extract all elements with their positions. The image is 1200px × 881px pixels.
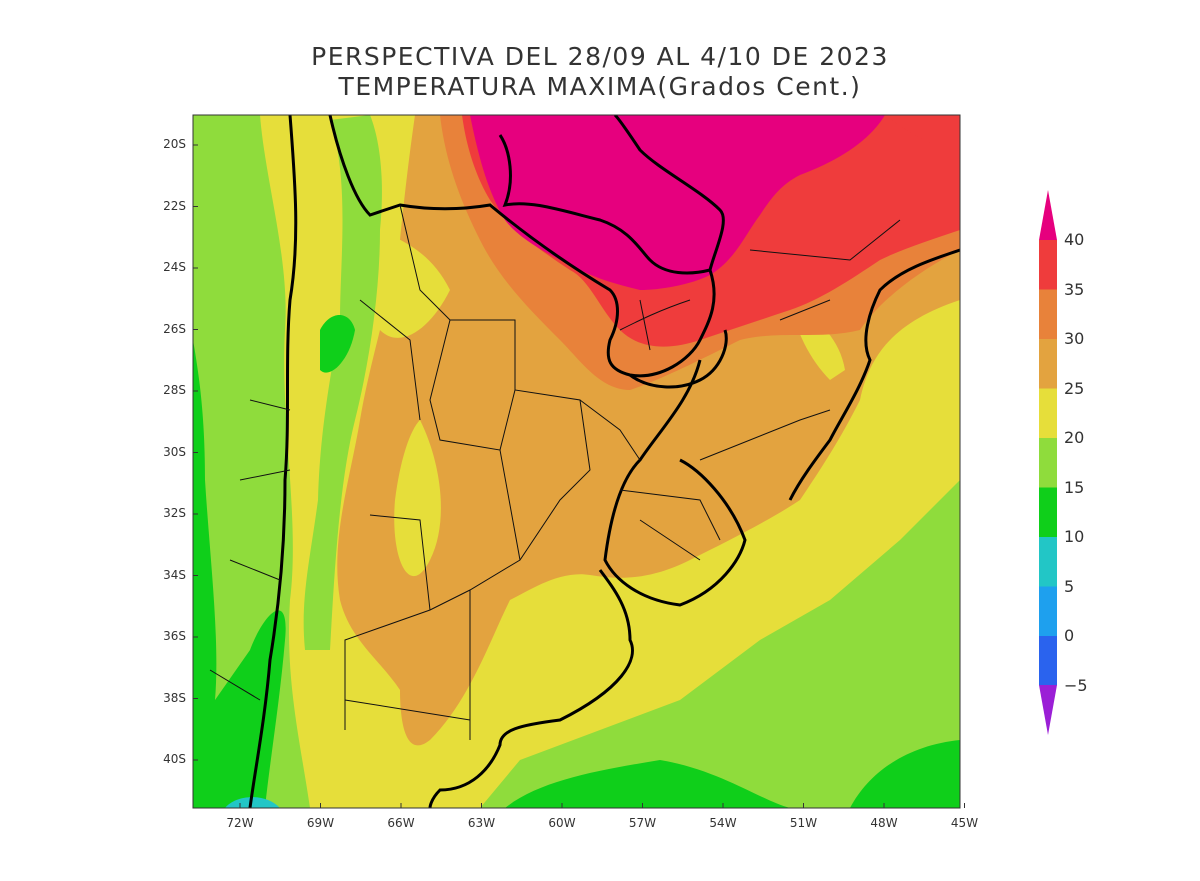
band-20-25-north xyxy=(380,230,450,338)
lon-tick-label: 57W xyxy=(628,816,657,830)
argentina-coast xyxy=(428,569,634,808)
band-10-15-andes xyxy=(320,315,355,373)
lon-tick-label: 66W xyxy=(387,816,415,830)
band-15-20-andes xyxy=(303,115,382,650)
lon-tick-label: 51W xyxy=(789,816,818,830)
colorbar-box xyxy=(1039,339,1057,389)
lat-tick-label: 36S xyxy=(163,629,186,643)
colorbar-label: 35 xyxy=(1064,279,1085,299)
lat-tick-label: 30S xyxy=(163,444,186,459)
band-10-15-pacific xyxy=(193,340,286,808)
lon-tick-label: 60W xyxy=(548,816,576,830)
band-5-10 xyxy=(225,797,280,808)
colorbar-box xyxy=(1039,537,1057,587)
lat-tick-label: 40S xyxy=(163,752,186,766)
chile-argentina-border xyxy=(248,115,298,808)
temperature-field xyxy=(193,115,960,808)
brazil-coast xyxy=(788,248,960,501)
band-15-20-atlantic xyxy=(480,480,960,808)
lat-tick-label: 34S xyxy=(163,567,186,582)
lon-tick-label: 45W xyxy=(950,816,979,830)
band-20-25-central xyxy=(394,420,441,577)
province-borders xyxy=(209,204,901,740)
map-border xyxy=(192,114,961,809)
colorbar-label: 25 xyxy=(1064,378,1085,398)
uruguay-border xyxy=(603,329,747,607)
lat-tick-label: 24S xyxy=(163,260,186,274)
lat-tick-label: 22S xyxy=(163,198,186,213)
band-above-40 xyxy=(470,115,885,290)
colorbar-box xyxy=(1039,636,1057,686)
lon-tick-label: 63W xyxy=(467,816,496,830)
axis-ticks xyxy=(193,144,965,808)
lat-tick-label: 26S xyxy=(163,321,186,336)
map-title-line1: PERSPECTIVA DEL 28/09 AL 4/10 DE 2023 xyxy=(311,42,889,71)
colorbar-label: 20 xyxy=(1064,428,1085,447)
lon-tick-label: 54W xyxy=(709,816,737,830)
colorbar xyxy=(1039,190,1057,735)
colorbar-label: −5 xyxy=(1064,675,1088,695)
colorbar-label: 15 xyxy=(1064,477,1085,497)
lat-tick-label: 38S xyxy=(163,690,186,705)
lon-tick-label: 69W xyxy=(306,816,335,830)
lat-tick-label: 20S xyxy=(163,137,186,151)
lon-tick-label: 48W xyxy=(870,816,898,830)
colorbar-label: 10 xyxy=(1064,527,1085,546)
band-10-15-atlantic xyxy=(505,760,790,808)
colorbar-label: 0 xyxy=(1064,626,1075,645)
paraguay-border xyxy=(498,115,725,275)
band-10-15-east xyxy=(850,740,960,808)
colorbar-box xyxy=(1039,289,1057,339)
colorbar-box xyxy=(1039,388,1057,438)
colorbar-box xyxy=(1039,438,1057,488)
colorbar-label: 30 xyxy=(1064,329,1085,348)
map-title-line2: TEMPERATURA MAXIMA(Grados Cent.) xyxy=(338,72,862,101)
colorbar-bottom-arrow xyxy=(1039,685,1057,735)
lat-tick-label: 32S xyxy=(163,506,186,520)
colorbar-label: 5 xyxy=(1064,576,1075,596)
lon-tick-label: 72W xyxy=(226,816,254,830)
colorbar-top-arrow xyxy=(1039,190,1057,240)
colorbar-label: 40 xyxy=(1064,230,1085,249)
colorbar-box xyxy=(1039,487,1057,537)
band-35-40-ne xyxy=(885,115,960,150)
lat-tick-label: 28S xyxy=(163,383,186,397)
colorbar-box xyxy=(1039,586,1057,636)
colorbar-box xyxy=(1039,240,1057,290)
